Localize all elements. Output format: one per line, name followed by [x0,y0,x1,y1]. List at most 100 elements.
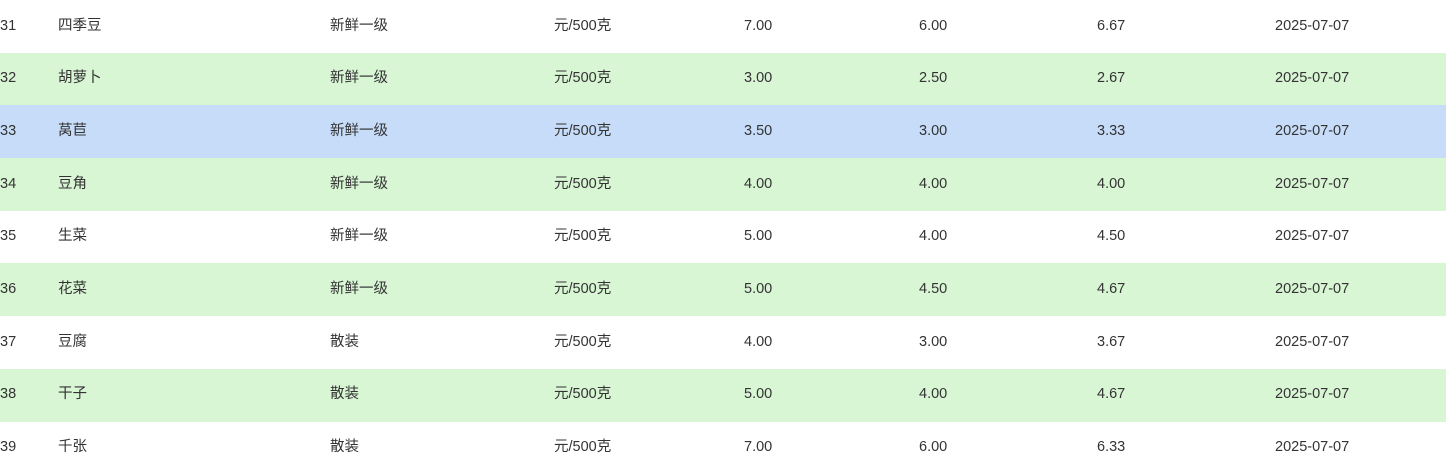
cell-low-text: 6.00 [919,18,947,34]
cell-grade-text: 新鲜一级 [330,228,388,244]
cell-grade: 新鲜一级 [330,53,554,106]
cell-name-text: 胡萝卜 [58,70,102,86]
cell-index-text: 31 [0,18,16,34]
cell-high-text: 7.00 [744,439,772,455]
cell-date: 2025-07-07 [1275,158,1446,211]
cell-grade: 新鲜一级 [330,211,554,264]
cell-date-text: 2025-07-07 [1275,18,1349,34]
cell-avg: 4.67 [1097,263,1275,316]
cell-avg-text: 4.67 [1097,386,1125,402]
cell-high-text: 5.00 [744,228,772,244]
cell-date-text: 2025-07-07 [1275,176,1349,192]
cell-unit: 元/500克 [554,0,744,53]
cell-unit-text: 元/500克 [554,439,611,455]
cell-grade: 散装 [330,316,554,369]
cell-date-text: 2025-07-07 [1275,123,1349,139]
cell-index: 37 [0,316,58,369]
cell-index-text: 32 [0,70,16,86]
cell-unit-text: 元/500克 [554,176,611,192]
cell-high: 3.00 [744,53,919,106]
cell-index: 31 [0,0,58,53]
cell-low: 4.50 [919,263,1097,316]
cell-low-text: 4.00 [919,386,947,402]
cell-unit: 元/500克 [554,316,744,369]
cell-avg-text: 4.50 [1097,228,1125,244]
cell-avg: 4.50 [1097,211,1275,264]
cell-index: 34 [0,158,58,211]
cell-unit-text: 元/500克 [554,386,611,402]
cell-low: 4.00 [919,158,1097,211]
cell-name-text: 豆角 [58,176,87,192]
cell-avg: 3.33 [1097,105,1275,158]
cell-grade-text: 散装 [330,334,359,350]
cell-date-text: 2025-07-07 [1275,228,1349,244]
cell-name-text: 豆腐 [58,334,87,350]
cell-date-text: 2025-07-07 [1275,439,1349,455]
cell-low-text: 4.50 [919,281,947,297]
cell-unit-text: 元/500克 [554,334,611,350]
cell-date-text: 2025-07-07 [1275,281,1349,297]
cell-index-text: 38 [0,386,16,402]
cell-avg: 6.33 [1097,422,1275,474]
cell-avg-text: 6.33 [1097,439,1125,455]
cell-name-text: 千张 [58,439,87,455]
cell-low-text: 2.50 [919,70,947,86]
cell-name: 胡萝卜 [58,53,330,106]
cell-unit: 元/500克 [554,211,744,264]
cell-grade: 新鲜一级 [330,158,554,211]
cell-low-text: 3.00 [919,334,947,350]
cell-name: 四季豆 [58,0,330,53]
cell-name-text: 花菜 [58,281,87,297]
cell-high: 5.00 [744,369,919,422]
cell-name: 花菜 [58,263,330,316]
cell-index: 32 [0,53,58,106]
cell-grade: 散装 [330,369,554,422]
cell-grade: 新鲜一级 [330,105,554,158]
cell-grade-text: 新鲜一级 [330,123,388,139]
cell-avg: 4.00 [1097,158,1275,211]
cell-date: 2025-07-07 [1275,263,1446,316]
cell-low-text: 4.00 [919,176,947,192]
cell-index: 36 [0,263,58,316]
cell-name: 生菜 [58,211,330,264]
cell-index-text: 37 [0,334,16,350]
cell-low-text: 4.00 [919,228,947,244]
cell-low-text: 3.00 [919,123,947,139]
cell-date-text: 2025-07-07 [1275,70,1349,86]
cell-grade-text: 新鲜一级 [330,18,388,34]
cell-unit: 元/500克 [554,422,744,474]
cell-date: 2025-07-07 [1275,0,1446,53]
cell-avg: 2.67 [1097,53,1275,106]
cell-index: 38 [0,369,58,422]
cell-high: 4.00 [744,316,919,369]
cell-unit: 元/500克 [554,263,744,316]
cell-index-text: 33 [0,123,16,139]
cell-high: 7.00 [744,0,919,53]
cell-date: 2025-07-07 [1275,53,1446,106]
cell-unit-text: 元/500克 [554,228,611,244]
cell-unit: 元/500克 [554,369,744,422]
cell-low: 6.00 [919,0,1097,53]
cell-unit-text: 元/500克 [554,70,611,86]
cell-index-text: 34 [0,176,16,192]
cell-name-text: 莴苣 [58,123,87,139]
cell-grade-text: 新鲜一级 [330,176,388,192]
cell-grade: 新鲜一级 [330,263,554,316]
cell-name: 豆腐 [58,316,330,369]
cell-date: 2025-07-07 [1275,316,1446,369]
cell-grade-text: 散装 [330,386,359,402]
cell-avg: 3.67 [1097,316,1275,369]
cell-avg-text: 3.33 [1097,123,1125,139]
cell-high: 5.00 [744,263,919,316]
cell-unit-text: 元/500克 [554,18,611,34]
